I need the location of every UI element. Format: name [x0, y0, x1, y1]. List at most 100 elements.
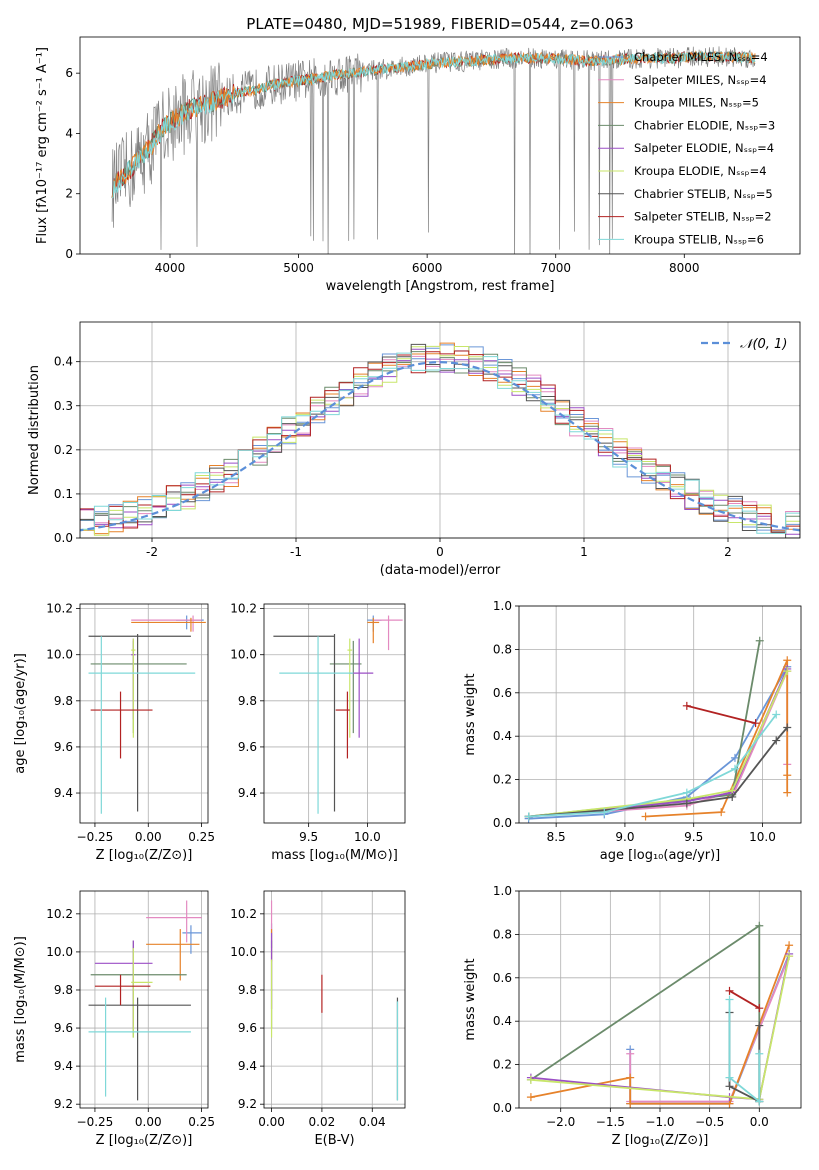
y-tick-label: 2: [65, 187, 73, 201]
y-tick-label: 9.6: [54, 740, 73, 754]
weight-vs-age-panel: 8.5 9.0 9.5 10.0 0.0 0.2 0.4 0.6 0.8 1.0 age [log₁…: [463, 599, 802, 863]
legend-label: Salpeter MILES, Nₛₛₚ=4: [634, 73, 767, 87]
x-tick-label: 9.5: [684, 830, 703, 844]
x-axis-label: mass [log₁₀(M/M⊙)]: [271, 848, 398, 863]
weight-marker: [626, 1099, 635, 1108]
weight-line: [528, 640, 761, 818]
weight-marker: [783, 667, 792, 676]
ticks: 4000 5000 6000 7000 8000 0 2 4 6: [65, 66, 699, 275]
mass-vs-extinction-panel: 0.00 0.02 0.04 9.2 9.4 9.6 9.8 10.0 10.2 E(B-V): [230, 890, 406, 1148]
x-axis-label: Z [log₁₀(Z/Z⊙)]: [96, 1133, 193, 1148]
y-tick-label: 9.8: [238, 694, 257, 708]
x-axis-label: Z [log₁₀(Z/Z⊙)]: [96, 848, 193, 863]
weight-marker: [626, 1073, 635, 1082]
weight-marker: [641, 812, 650, 821]
y-tick-label: 9.2: [54, 1097, 73, 1111]
grid: [519, 605, 801, 824]
residual-histogram: [80, 343, 800, 538]
y-tick-label: 0.1: [54, 487, 73, 501]
figure-title: PLATE=0480, MJD=51989, FIBERID=0544, z=0…: [246, 15, 633, 33]
y-tick-label: 9.8: [54, 694, 73, 708]
x-tick-label: 0.04: [359, 1115, 386, 1129]
weight-marker: [785, 941, 794, 950]
gaussian-curve: [80, 360, 800, 532]
axes-frame: [79, 890, 209, 1109]
y-axis-label: mass weight: [463, 673, 478, 755]
y-axis-label: Normed distribution: [27, 365, 42, 495]
legend-label: Kroupa ELODIE, Nₛₛₚ=4: [634, 164, 767, 178]
plot-area: [270, 900, 399, 1101]
x-tick-label: 1: [580, 545, 588, 559]
y-tick-label: 10.2: [46, 907, 73, 921]
legend-label: 𝒩(0, 1): [740, 337, 787, 352]
weight-line: [728, 1012, 761, 1103]
x-tick-label: -1: [290, 545, 302, 559]
y-tick-label: 0.3: [54, 399, 73, 413]
plot-area: [80, 342, 800, 538]
ticks: −0.25 0.00 0.25 9.2 9.4 9.6 9.8 10.0 10.2: [46, 907, 215, 1129]
weight-marker: [682, 799, 691, 808]
x-tick-label: 0.0: [750, 1115, 769, 1129]
x-tick-label: −0.25: [77, 1115, 114, 1129]
axes-frame: [79, 321, 801, 539]
weight-marker: [526, 1093, 535, 1102]
weight-marker: [728, 792, 737, 801]
y-tick-label: 9.4: [54, 1059, 73, 1073]
legend-label: Kroupa STELIB, Nₛₛₚ=6: [634, 232, 764, 246]
residual-histogram: [80, 345, 800, 538]
mass-vs-metallicity-panel: −0.25 0.00 0.25 9.2 9.4 9.6 9.8 10.0 10.2 Z [log₁…: [13, 890, 215, 1148]
grid: [80, 891, 208, 1108]
weight-line: [528, 670, 789, 818]
x-tick-label: 6000: [412, 261, 443, 275]
x-tick-label: 5000: [283, 261, 314, 275]
x-tick-label: −2.0: [546, 1115, 575, 1129]
x-tick-label: 9.5: [299, 830, 318, 844]
legend-label: Salpeter STELIB, Nₛₛₚ=2: [634, 210, 772, 224]
x-axis-label: Z [log₁₀(Z/Z⊙)]: [612, 1133, 709, 1148]
legend-label: Chabrier MILES, Nₛₛₚ=4: [634, 50, 768, 64]
weight-marker: [526, 1075, 535, 1084]
y-tick-label: 6: [65, 66, 73, 80]
x-tick-label: −1.0: [645, 1115, 674, 1129]
y-tick-label: 10.0: [230, 648, 257, 662]
axes-frame: [263, 603, 406, 824]
x-axis-label: (data-model)/error: [380, 563, 501, 578]
weight-marker: [626, 1049, 635, 1058]
weight-line: [528, 668, 789, 818]
x-tick-label: −0.5: [695, 1115, 724, 1129]
y-tick-label: 1.0: [493, 599, 512, 613]
ticks: 8.5 9.0 9.5 10.0 0.0 0.2 0.4 0.6 0.8 1.0: [493, 599, 776, 844]
y-tick-label: 4: [65, 126, 73, 140]
weight-marker: [717, 808, 726, 817]
x-tick-label: −0.25: [77, 830, 114, 844]
ticks: −2.0 −1.5 −1.0 −0.5 0.0 0.0 0.2 0.4 0.6 0.8 1.0: [493, 884, 769, 1129]
y-tick-label: 9.2: [238, 1097, 257, 1111]
x-tick-label: 4000: [155, 261, 186, 275]
plot-area: [524, 636, 792, 823]
y-tick-label: 10.2: [46, 602, 73, 616]
axes-frame: [263, 890, 406, 1109]
weight-marker: [755, 636, 764, 645]
x-tick-label: 0: [436, 545, 444, 559]
weight-marker: [755, 1049, 764, 1058]
y-tick-label: 9.8: [238, 983, 257, 997]
x-axis-label: E(B-V): [314, 1133, 354, 1148]
x-tick-label: 0.25: [188, 830, 215, 844]
weight-marker: [783, 788, 792, 797]
weight-line: [729, 990, 760, 1009]
plot-area: [111, 46, 756, 254]
weight-marker: [725, 995, 734, 1004]
age-vs-metallicity-panel: −0.25 0.00 0.25 9.4 9.6 9.8 10.0 10.2 Z [log₁₀(Z…: [13, 602, 215, 863]
x-tick-label: 10.0: [354, 830, 381, 844]
ticks: 9.5 10.0 9.4 9.6 9.8 10.0 10.2: [230, 602, 380, 844]
weight-marker: [725, 986, 734, 995]
y-tick-label: 10.0: [46, 945, 73, 959]
x-tick-label: 9.0: [615, 830, 634, 844]
weight-marker: [524, 812, 533, 821]
y-axis-label: Flux [fλ10⁻¹⁷ erg cm⁻² s⁻¹ A⁻¹]: [35, 47, 50, 244]
ticks: 0.00 0.02 0.04 9.2 9.4 9.6 9.8 10.0 10.2: [230, 907, 385, 1129]
weight-marker: [600, 808, 609, 817]
weight-marker: [725, 1073, 734, 1082]
weight-line: [528, 713, 777, 818]
